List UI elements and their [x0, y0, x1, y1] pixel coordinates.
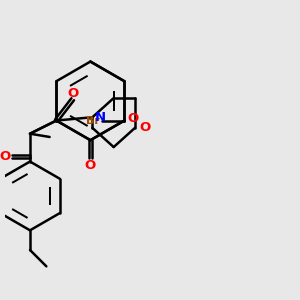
- Text: O: O: [139, 122, 150, 134]
- Text: O: O: [85, 159, 96, 172]
- Text: Br: Br: [86, 116, 100, 125]
- Text: O: O: [128, 112, 139, 125]
- Text: N: N: [95, 111, 106, 124]
- Text: O: O: [0, 150, 11, 163]
- Text: O: O: [68, 87, 79, 100]
